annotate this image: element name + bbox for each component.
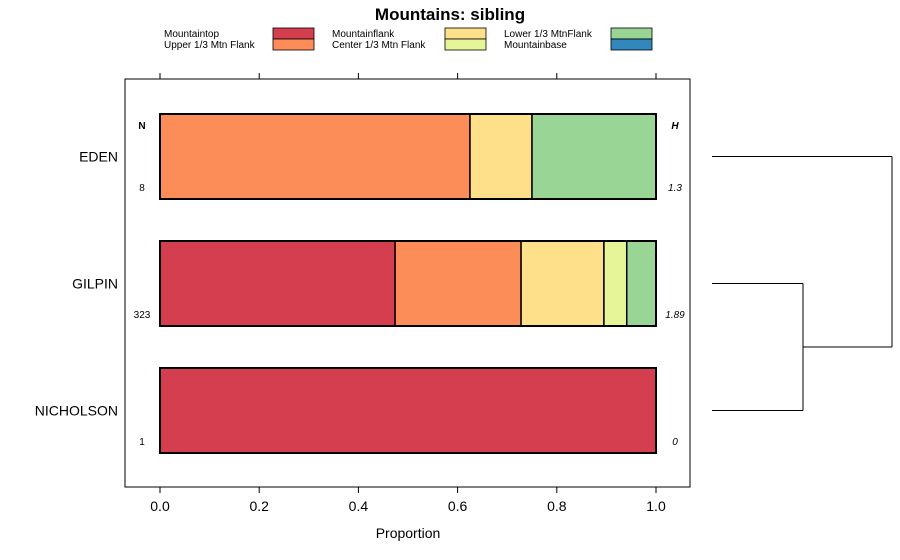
h-value: 0	[672, 437, 678, 448]
legend-swatch	[610, 27, 653, 40]
bar-segment	[159, 367, 657, 454]
legend-label: Center 1/3 Mtn Flank	[332, 40, 426, 51]
x-axis-title: Proportion	[376, 525, 441, 541]
legend-label: Mountaintop	[164, 29, 219, 40]
bar-segment	[531, 113, 657, 200]
legend-label: Mountainflank	[332, 29, 395, 40]
legend-swatch	[610, 38, 653, 51]
plot-area: 0.0 0.2 0.4 0.6 0.8 1.0 EDEN 8 1.3 GILPIN 323 1.89 N…	[35, 73, 691, 514]
bar-outline	[159, 367, 657, 454]
chart-title: Mountains: sibling	[375, 5, 525, 24]
x-tick-label: 0.6	[448, 498, 468, 514]
h-value: 1.89	[665, 310, 685, 321]
h-header: H	[671, 121, 679, 132]
legend-label: Upper 1/3 Mtn Flank	[164, 40, 256, 51]
x-tick-label: 0.2	[249, 498, 269, 514]
bar-segment	[394, 240, 522, 327]
category-label: EDEN	[79, 149, 118, 165]
dendrogram	[712, 156, 893, 411]
bar-segment	[469, 113, 533, 200]
panel-border	[124, 78, 691, 488]
category-label: NICHOLSON	[35, 403, 118, 419]
bar-segment	[159, 113, 471, 200]
bar-outline	[159, 240, 657, 327]
legend-swatch	[272, 27, 315, 40]
n-value: 8	[139, 183, 145, 194]
x-tick-label: 0.0	[150, 498, 170, 514]
bar-segment	[625, 240, 657, 327]
legend-label: Lower 1/3 MtnFlank	[504, 29, 593, 40]
bar-outline	[159, 113, 657, 200]
h-value: 1.3	[668, 183, 682, 194]
legend-swatch	[444, 27, 487, 40]
x-tick-label: 1.0	[646, 498, 666, 514]
legend-label: Mountainbase	[504, 40, 567, 51]
legend-swatch	[272, 38, 315, 51]
n-value: 323	[134, 310, 151, 321]
n-header: N	[138, 121, 145, 132]
bar-segment	[159, 240, 396, 327]
bar-segment	[520, 240, 605, 327]
n-value: 1	[139, 437, 145, 448]
x-tick-label: 0.8	[547, 498, 567, 514]
x-tick-label: 0.4	[349, 498, 369, 514]
legend-swatch	[444, 38, 487, 51]
bar-segment	[603, 240, 628, 327]
category-label: GILPIN	[72, 276, 118, 292]
